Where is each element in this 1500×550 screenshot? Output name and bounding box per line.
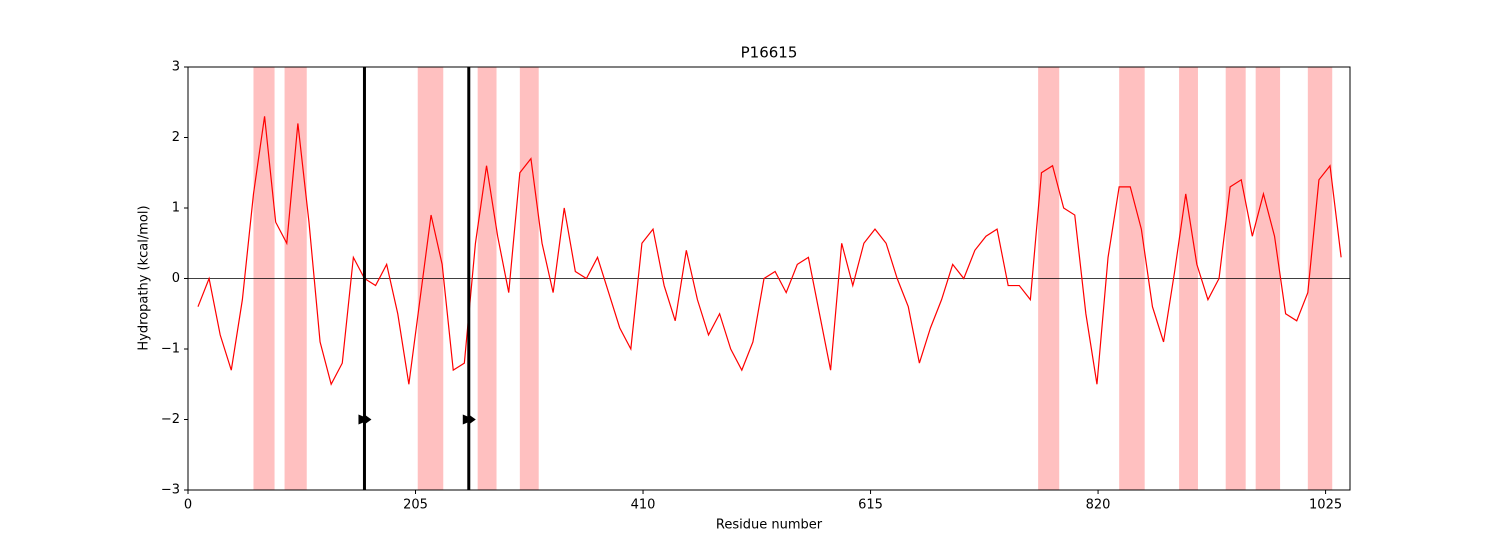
y-tick-label: −1	[161, 342, 180, 357]
y-tick-label: 1	[172, 201, 180, 216]
y-tick-label: 2	[172, 130, 180, 145]
direction-marker	[462, 414, 476, 425]
x-tick-label: 1025	[1309, 498, 1342, 513]
x-axis-label: Residue number	[716, 518, 823, 533]
direction-marker	[358, 414, 372, 425]
x-tick-label: 0	[184, 498, 192, 513]
x-tick-label: 410	[631, 498, 656, 513]
x-tick-label: 205	[403, 498, 428, 513]
y-tick-label: 0	[172, 271, 180, 286]
chart-title: P16615	[741, 44, 798, 62]
y-tick-label: 3	[172, 60, 180, 75]
x-tick-label: 820	[1086, 498, 1111, 513]
y-tick-label: −2	[161, 412, 180, 427]
y-axis-label: Hydropathy (kcal/mol)	[137, 205, 152, 350]
x-tick-label: 615	[858, 498, 883, 513]
y-tick-label: −3	[161, 483, 180, 498]
hydropathy-line	[197, 116, 1342, 386]
